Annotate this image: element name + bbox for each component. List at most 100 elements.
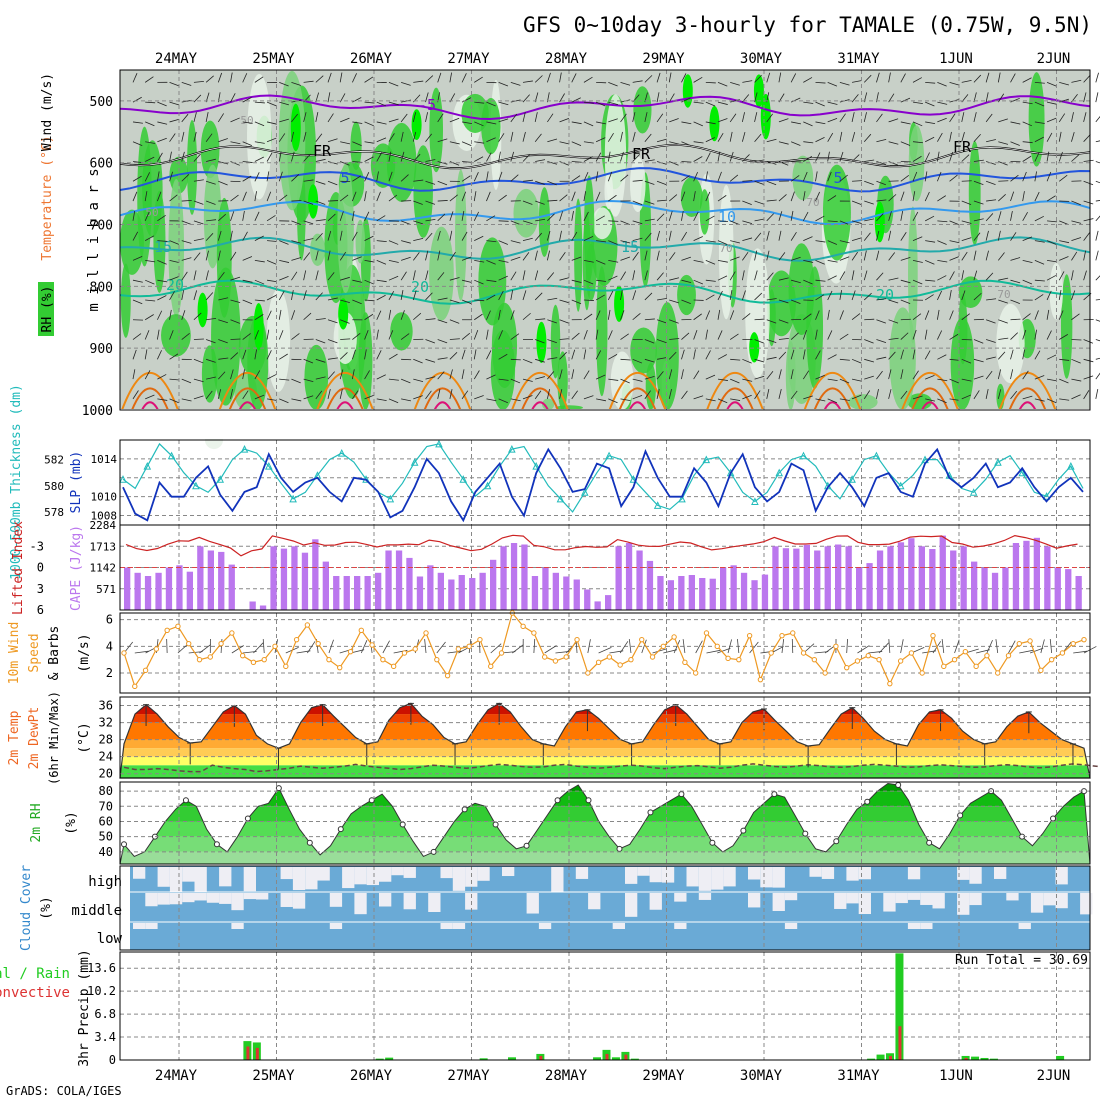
- thickness-marker: [216, 475, 225, 483]
- clear-sky-cell: [280, 867, 293, 880]
- wind-barb: [827, 260, 838, 263]
- wind-barb: [705, 294, 715, 301]
- wind-barb: [595, 329, 599, 340]
- wind-barb: [754, 375, 765, 380]
- rh-peak-patch: [753, 74, 764, 108]
- wind-barb: [279, 81, 289, 87]
- lifted-index-axis-label: Lifted Index: [11, 521, 26, 615]
- wind-barb: [340, 161, 350, 166]
- wind-barb: [888, 252, 896, 261]
- wind-barb: [632, 290, 637, 301]
- wind-barb: [535, 218, 546, 222]
- wind-barb: [266, 279, 277, 283]
- wind-barb: [1071, 131, 1075, 142]
- surface-wind-barb: [360, 640, 368, 654]
- cape-bar: [615, 546, 622, 611]
- wind-barb: [827, 354, 837, 360]
- wind-barb: [620, 333, 629, 340]
- wind-speed-marker: [358, 627, 365, 634]
- wind-speed-marker: [444, 672, 451, 679]
- wind-barb: [607, 171, 613, 182]
- wind-barb: [1022, 395, 1033, 400]
- wind-barb: [339, 251, 347, 261]
- wind-barb: [400, 220, 411, 225]
- clear-sky-cell: [784, 923, 798, 929]
- wind-speed-marker: [466, 643, 472, 650]
- clear-sky-cell: [674, 893, 687, 902]
- rh-patch: [718, 184, 734, 320]
- rh-patch: [247, 314, 269, 410]
- wind-barb: [340, 276, 350, 281]
- wind-barb: [169, 171, 174, 182]
- thickness-marker: [1042, 492, 1051, 500]
- wind-speed-marker: [703, 630, 710, 636]
- thickness-marker: [799, 451, 808, 460]
- wind-barb: [766, 371, 774, 380]
- wind-barb: [254, 121, 265, 127]
- wind-barb: [632, 270, 636, 281]
- wind-barb: [254, 101, 265, 104]
- clear-sky-cell: [502, 867, 515, 877]
- wind-barb: [608, 240, 618, 245]
- cape-bar: [835, 544, 842, 610]
- wind-barb: [607, 330, 613, 340]
- cape-bar: [521, 544, 528, 610]
- wind-barb: [1083, 92, 1087, 103]
- wind-barb: [949, 151, 954, 162]
- wind-speed-marker: [714, 643, 720, 650]
- wind-barb: [486, 171, 489, 182]
- date-label-bottom: 28MAY: [545, 1068, 588, 1084]
- wind-barb: [900, 332, 909, 340]
- cape-bar: [1075, 576, 1082, 610]
- clear-sky-cell: [760, 867, 773, 888]
- wind-barb: [486, 121, 497, 125]
- wind-barb: [632, 378, 643, 382]
- rh-patch: [680, 176, 703, 218]
- wind-barb: [595, 294, 605, 301]
- wind-barb: [1034, 240, 1045, 243]
- clear-sky-cell: [391, 867, 404, 876]
- clear-sky-cell: [231, 893, 244, 911]
- wind-barb: [218, 213, 227, 222]
- wind-barb: [193, 238, 204, 242]
- contour-label: FR: [313, 142, 332, 160]
- wind-speed-marker: [962, 648, 969, 655]
- wind-barb: [522, 112, 526, 123]
- wind-speed-marker: [531, 630, 537, 636]
- pressure-axis-label: m i l l i b a r s: [86, 168, 102, 311]
- wind-barb: [425, 390, 432, 400]
- wind-barb: [608, 378, 619, 381]
- footer-credit: GrADS: COLA/IGES: [6, 1084, 122, 1098]
- rh-patch: [120, 263, 131, 338]
- wind-barb: [925, 279, 936, 282]
- clear-sky-cell: [194, 867, 207, 893]
- wind-barb: [279, 260, 290, 263]
- wind-barb: [1058, 271, 1065, 281]
- wind-barb: [1095, 140, 1100, 143]
- rh-marker: [895, 782, 902, 789]
- wind-barb: [681, 299, 691, 305]
- clear-sky-cell: [329, 893, 343, 907]
- temp-contour-25: [608, 371, 667, 411]
- wind-barb: [778, 337, 789, 340]
- wind-barb: [1010, 390, 1018, 400]
- thickness-marker: [896, 481, 905, 490]
- wind-barb: [303, 252, 311, 261]
- clear-sky-cell: [145, 893, 158, 907]
- wind-barb: [535, 159, 546, 162]
- temp-label-line3: (6hr Min/Max): [47, 691, 61, 785]
- cape-bar: [594, 601, 601, 610]
- cape-bar: [510, 543, 518, 610]
- wind-barb: [961, 180, 972, 182]
- wind-barb: [1095, 200, 1100, 202]
- clear-sky-cell: [649, 867, 662, 883]
- wind-barb: [339, 369, 344, 380]
- wind-barb: [1071, 358, 1081, 364]
- precip-axis-label: 3hr Precip (mm): [77, 949, 92, 1066]
- wind-barb: [839, 81, 850, 86]
- thickness-marker: [848, 475, 856, 483]
- wind-barb: [778, 351, 787, 360]
- wind-barb: [754, 270, 758, 281]
- wind-barb: [1083, 358, 1094, 363]
